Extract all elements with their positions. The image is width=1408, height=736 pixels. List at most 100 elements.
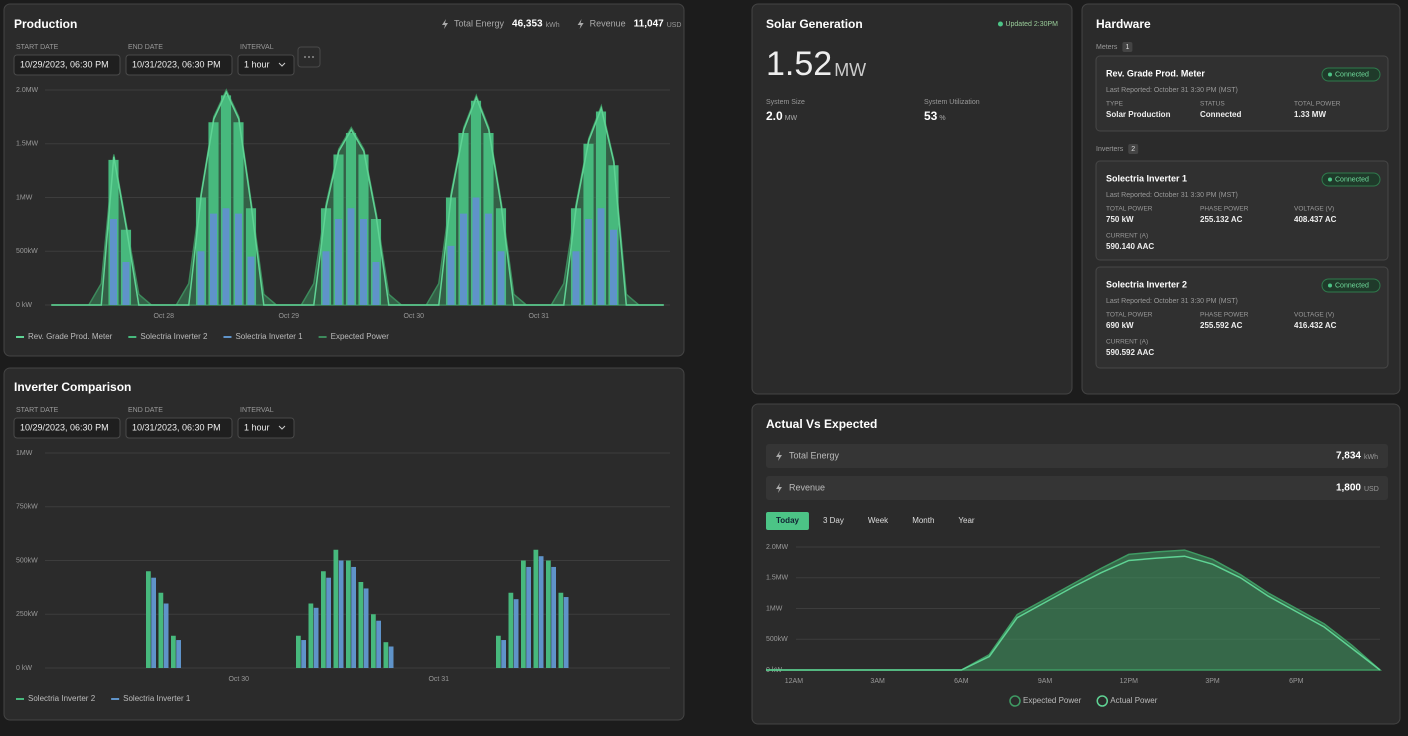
x-tick-label: Oct 30 [228,676,249,683]
line [766,555,1381,671]
tab[interactable] [766,512,809,530]
bar [585,219,592,305]
legend-label: Solectria Inverter 1 [123,694,191,703]
device-card[interactable] [1095,266,1389,369]
bar [363,588,369,668]
bar [447,245,455,305]
stat-unit: kWh [1364,454,1378,461]
legend-marker [1009,695,1021,707]
device-field-label: VOLTAGE (V) [1294,206,1334,213]
x-tick-label: 3PM [1205,678,1220,685]
x-tick-label: Oct 29 [278,313,299,320]
stat-label: System Size [766,99,805,106]
x-tick-label: 6AM [954,678,969,685]
device-status: Connected [1335,282,1369,289]
group-label: Inverters [1096,146,1124,153]
count-badge [1122,42,1133,52]
y-tick-label: 0 kW [16,302,32,309]
x-tick-label: 6PM [1289,678,1304,685]
bar [296,635,301,668]
device-field-value: 590.592 AAC [1106,348,1154,357]
device-card[interactable] [1095,55,1389,132]
x-tick-label: Oct 28 [153,313,174,320]
device-field-value: 690 kW [1106,321,1134,330]
legend-label: Solectria Inverter 2 [28,694,96,703]
y-tick-label: 750kW [16,504,38,511]
bar [210,213,217,305]
y-tick-label: 1MW [16,450,33,457]
field-box[interactable] [13,417,121,439]
status-pill [1321,67,1381,82]
tab-label: Month [912,516,934,525]
y-tick-label: 250kW [16,611,38,618]
device-field-label: STATUS [1200,101,1225,108]
bar [235,213,242,305]
group-count: 2 [1131,146,1135,153]
y-tick-label: 1.5MW [766,575,789,582]
status-pill [1321,172,1381,187]
bar [333,549,339,668]
panel-title: Actual Vs Expected [766,417,877,431]
device-field-label: PHASE POWER [1200,206,1249,213]
bar [322,251,330,305]
bar [110,219,117,305]
bar [572,251,580,305]
field-value: 1 hour [244,422,270,432]
device-field-label: TOTAL POWER [1106,206,1153,213]
bolt-icon [776,483,782,493]
y-tick-label: 2.0MW [16,87,39,94]
bar [347,208,355,305]
bar [163,603,169,668]
bolt-icon [577,19,584,29]
bar [485,213,492,305]
bar [513,599,519,668]
stat-label: System Utilization [924,99,980,106]
field-box[interactable] [237,54,295,76]
tab-label: Year [958,516,975,525]
field-box[interactable] [125,54,233,76]
bar [558,592,564,668]
legend-label: Expected Power [1023,696,1082,705]
status-dot [1328,283,1332,288]
bar [326,577,331,668]
device-name: Solectria Inverter 2 [1106,279,1187,289]
y-tick-label: 1MW [766,605,783,612]
x-tick-label: Oct 31 [428,676,449,683]
bar [371,614,376,668]
more-dot [304,56,306,58]
legend-label: Solectria Inverter 2 [140,332,208,341]
x-tick-label: 3AM [870,678,885,685]
field-label: END DATE [128,407,163,414]
field-value: 10/31/2023, 06:30 PM [132,59,221,69]
device-field-label: CURRENT (A) [1106,339,1148,346]
bar [376,620,381,668]
bar [533,549,539,668]
tab-label: Week [868,516,889,525]
chevron [278,425,286,430]
bar [497,251,505,305]
stat-unit: kWh [546,22,560,29]
bar [546,560,551,668]
bar [472,197,480,305]
tab-label: 3 Day [823,516,844,525]
bar [308,603,314,668]
x-tick-label: 12AM [785,678,803,685]
count-badge [1128,144,1139,154]
bar [551,566,556,668]
group-label: Meters [1096,44,1118,51]
line [51,90,664,306]
device-card[interactable] [1095,160,1389,261]
field-box[interactable] [125,417,233,439]
bar [151,577,156,668]
bar [220,95,232,305]
group-count: 1 [1125,44,1129,51]
panel-title: Inverter Comparison [14,380,131,394]
field-value: 10/29/2023, 06:30 PM [20,59,109,69]
bar [158,592,164,668]
bar [501,640,506,668]
y-tick-label: 1.5MW [16,141,39,148]
field-box[interactable] [237,417,295,439]
field-box[interactable] [13,54,121,76]
stat-unit: MW [785,115,798,122]
legend-label: Rev. Grade Prod. Meter [28,332,113,341]
